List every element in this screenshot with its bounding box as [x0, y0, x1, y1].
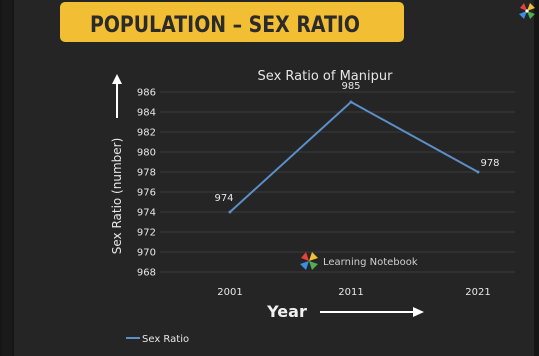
data-labels: 974 985 978 [214, 81, 499, 204]
y-tick-labels: 968 970 972 974 976 978 980 982 984 986 [137, 88, 156, 279]
watermark-logo: Learning Notebook [300, 252, 418, 270]
chart-title: Sex Ratio of Manipur [258, 69, 394, 84]
title-banner [60, 2, 404, 42]
gridlines [160, 91, 515, 273]
watermark-pinwheel-icon [300, 252, 318, 270]
data-label: 985 [341, 81, 360, 92]
data-point [349, 100, 353, 104]
y-tick-label: 982 [137, 128, 156, 139]
y-tick-label: 974 [137, 208, 156, 219]
y-axis-arrowhead-icon [112, 74, 122, 84]
y-tick-label: 972 [137, 228, 156, 239]
y-tick-label: 980 [137, 148, 156, 159]
y-axis-label: Sex Ratio (number) [110, 138, 124, 255]
y-tick-label: 970 [137, 248, 156, 259]
y-tick-label: 976 [137, 188, 156, 199]
watermark-text: Learning Notebook [323, 257, 418, 268]
pinwheel-logo-icon [519, 3, 535, 19]
banner-title: POPULATION – SEX RATIO [90, 13, 360, 38]
y-tick-label: 978 [137, 168, 156, 179]
data-point [228, 210, 232, 214]
x-tick-labels: 2001 2011 2021 [217, 287, 490, 298]
legend-label: Sex Ratio [142, 334, 189, 345]
data-label: 978 [480, 158, 499, 169]
y-tick-label: 986 [137, 88, 156, 99]
x-tick-label: 2011 [338, 287, 363, 298]
left-frame-bar [2, 0, 12, 356]
y-tick-label: 968 [137, 268, 156, 279]
x-tick-label: 2001 [217, 287, 242, 298]
x-tick-label: 2021 [465, 287, 490, 298]
x-axis-label: Year [266, 302, 307, 321]
data-point [476, 170, 480, 174]
data-label: 974 [214, 193, 233, 204]
x-axis-arrowhead-icon [413, 307, 424, 317]
y-tick-label: 984 [137, 108, 156, 119]
blackboard [14, 0, 534, 356]
series-sex-ratio [228, 100, 480, 214]
legend: Sex Ratio [126, 334, 189, 345]
